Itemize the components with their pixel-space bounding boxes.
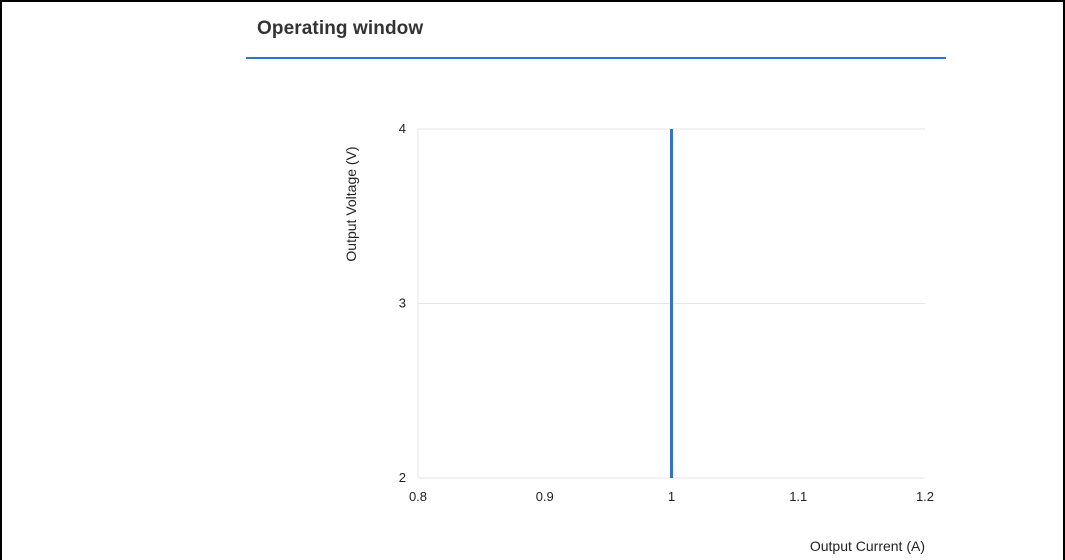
y-tick-label: 2 — [399, 470, 406, 485]
x-axis-label: Output Current (A) — [810, 538, 925, 554]
section-title: Operating window — [257, 18, 424, 39]
x-tick-label: 1 — [668, 489, 675, 504]
y-tick-label: 4 — [399, 121, 406, 136]
x-tick-label: 0.8 — [409, 489, 427, 504]
y-tick-label: 3 — [399, 296, 406, 311]
title-divider — [246, 57, 946, 59]
x-tick-label: 1.1 — [789, 489, 807, 504]
x-tick-label: 0.9 — [536, 489, 554, 504]
tick-labels: 2 3 4 0.8 0.9 1 1.1 1.2 — [399, 121, 934, 504]
x-tick-label: 1.2 — [916, 489, 934, 504]
y-axis-label: Output Voltage (V) — [343, 146, 359, 261]
